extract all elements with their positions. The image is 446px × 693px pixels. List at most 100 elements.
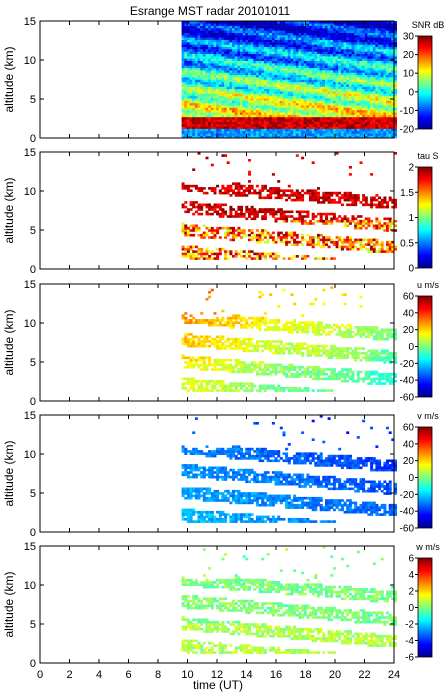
echo-cell (354, 222, 358, 225)
echo-cell (346, 238, 350, 242)
echo-cell (232, 91, 235, 94)
echo-cell (343, 84, 347, 87)
echo-cell (303, 119, 307, 122)
echo-cell (186, 105, 190, 108)
echo-cell (367, 217, 371, 221)
echo-cell (372, 65, 376, 69)
echo-cell (237, 77, 241, 80)
echo-cell (364, 116, 368, 120)
echo-cell (293, 107, 297, 111)
echo-cell (202, 21, 206, 24)
echo-cell (394, 63, 397, 66)
echo-cell (293, 194, 297, 197)
echo-cell (314, 46, 318, 50)
echo-cell (391, 105, 395, 108)
echo-cell (303, 32, 307, 36)
echo-cell (202, 121, 206, 125)
echo-cell (362, 49, 366, 52)
echo-cell (181, 35, 185, 38)
echo-cell (240, 49, 243, 52)
echo-cell (287, 77, 291, 80)
echo-cell (348, 191, 352, 195)
echo-cell (213, 100, 217, 104)
echo-cell (282, 25, 286, 29)
echo-cell (319, 21, 323, 24)
echo-cell (253, 212, 257, 216)
echo-cell (346, 236, 350, 239)
echo-cell (248, 112, 251, 115)
echo-cell (322, 72, 326, 76)
echo-cell (269, 88, 273, 92)
echo-cell (356, 121, 360, 125)
echo-cell (229, 187, 233, 190)
echo-cell (295, 255, 299, 258)
echo-cell (242, 44, 246, 47)
echo-cell (346, 203, 350, 207)
echo-cell (319, 201, 323, 204)
echo-cell (335, 152, 339, 155)
echo-cell (293, 116, 297, 120)
echo-cell (343, 39, 347, 43)
echo-cell (250, 28, 254, 31)
echo-cell (335, 100, 339, 104)
echo-cell (335, 79, 339, 83)
echo-cell (266, 196, 270, 200)
echo-cell (303, 114, 307, 118)
echo-cell (218, 107, 222, 111)
echo-cell (181, 121, 185, 125)
echo-cell (224, 95, 228, 99)
echo-cell (194, 25, 198, 29)
echo-cell (356, 32, 360, 36)
echo-cell (271, 79, 275, 83)
echo-cell (332, 133, 336, 136)
echo-cell (314, 86, 318, 90)
echo-cell (194, 74, 198, 78)
echo-cell (346, 49, 350, 52)
echo-cell (208, 56, 212, 59)
echo-cell (388, 51, 392, 54)
echo-cell (263, 187, 267, 190)
echo-cell (340, 131, 344, 134)
echo-cell (343, 128, 347, 132)
echo-cell (200, 42, 204, 45)
echo-cell (356, 74, 360, 78)
echo-cell (240, 81, 243, 85)
echo-cell (285, 128, 289, 132)
echo-cell (322, 70, 326, 73)
echo-cell (335, 51, 339, 54)
echo-cell (317, 30, 320, 33)
echo-cell (285, 81, 289, 85)
echo-cell (221, 23, 225, 26)
echo-cell (372, 131, 376, 134)
echo-cell (242, 28, 246, 31)
echo-cell (221, 184, 225, 188)
echo-cell (266, 60, 270, 64)
echo-cell (295, 243, 299, 246)
echo-cell (189, 63, 193, 66)
echo-cell (181, 32, 185, 36)
echo-cell (205, 86, 209, 90)
echo-cell (306, 109, 310, 113)
echo-cell (226, 257, 230, 260)
echo-cell (356, 39, 360, 43)
echo-cell (340, 44, 344, 47)
echo-cell (202, 86, 206, 90)
echo-cell (391, 102, 395, 106)
echo-cell (348, 46, 352, 50)
echo-cell (263, 252, 267, 256)
echo-cell (213, 187, 217, 190)
echo-cell (192, 37, 196, 40)
echo-cell (248, 37, 251, 40)
echo-cell (351, 217, 355, 221)
echo-cell (240, 37, 243, 40)
echo-cell (290, 210, 294, 214)
echo-cell (221, 116, 225, 120)
echo-cell (205, 39, 209, 43)
echo-cell (343, 133, 347, 136)
echo-cell (388, 44, 392, 47)
echo-cell (343, 238, 347, 242)
echo-cell (327, 126, 331, 129)
echo-cell (234, 124, 238, 127)
echo-cell (325, 23, 328, 26)
echo-cell (240, 53, 243, 57)
